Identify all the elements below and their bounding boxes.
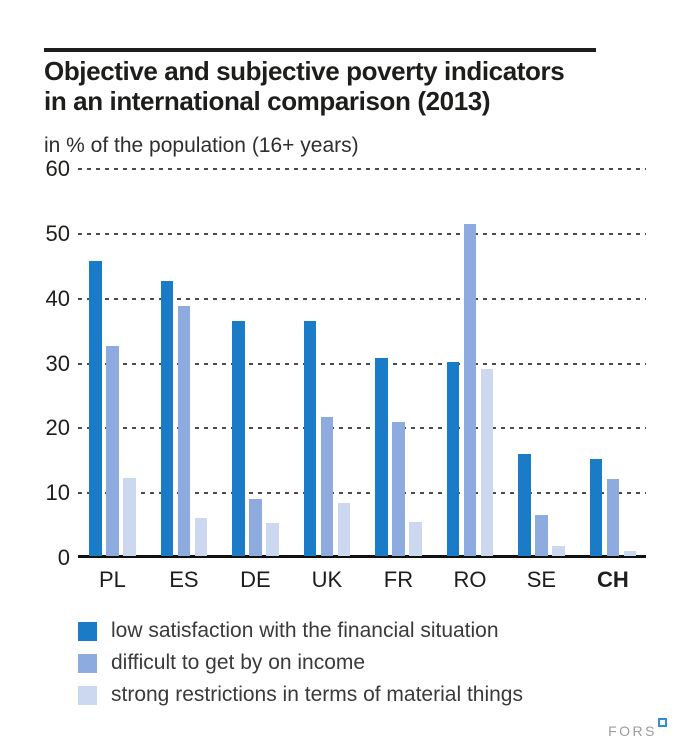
y-axis: 0 10 20 30 40 50 60 bbox=[0, 157, 70, 570]
legend-label: low satisfaction with the financial situ… bbox=[111, 619, 499, 642]
x-axis-line bbox=[78, 555, 646, 558]
chart-title: Objective and subjective poverty indicat… bbox=[44, 56, 644, 116]
y-tick-label-60: 60 bbox=[45, 156, 70, 181]
x-category-label-ES: ES bbox=[169, 567, 199, 592]
x-category-label-UK: UK bbox=[311, 567, 343, 592]
bar-PL-series2 bbox=[106, 345, 119, 556]
bar-RO-series3 bbox=[480, 369, 494, 556]
title-rule bbox=[44, 48, 596, 52]
y-tick-label-10: 10 bbox=[45, 480, 70, 506]
x-category-label-PL: PL bbox=[98, 567, 126, 592]
y-tick-label-20: 20 bbox=[45, 415, 70, 441]
bar-PL-series1 bbox=[89, 261, 102, 556]
bar-SE-series3 bbox=[552, 546, 565, 556]
bar-RO-series1 bbox=[446, 361, 459, 556]
bar-DE-series3 bbox=[266, 522, 279, 556]
bar-UK-series1 bbox=[303, 321, 316, 556]
bar-ES-series3 bbox=[194, 518, 208, 556]
legend-swatch-icon bbox=[78, 685, 97, 705]
bar-UK-series2 bbox=[320, 417, 334, 556]
bar-DE-series2 bbox=[249, 498, 262, 556]
x-category-label-DE: DE bbox=[240, 567, 271, 592]
gridline-30 bbox=[78, 362, 646, 365]
bar-SE-series2 bbox=[535, 515, 548, 556]
chart-legend: low satisfaction with the financial situ… bbox=[78, 615, 523, 711]
x-axis: PL ES DE UK FR RO SE CH bbox=[78, 567, 646, 595]
gridline-40 bbox=[78, 297, 646, 300]
fors-logo: FORS bbox=[608, 716, 667, 742]
chart-subtitle: in % of the population (16+ years) bbox=[44, 134, 359, 157]
bar-CH-series2 bbox=[606, 478, 620, 556]
legend-row-2: difficult to get by on income bbox=[78, 647, 523, 679]
bar-FR-series3 bbox=[409, 522, 422, 556]
legend-row-1: low satisfaction with the financial situ… bbox=[78, 615, 523, 647]
bar-FR-series2 bbox=[392, 421, 405, 556]
y-tick-label-40: 40 bbox=[45, 285, 70, 311]
bar-RO-series2 bbox=[463, 224, 477, 556]
bar-CH-series1 bbox=[589, 458, 602, 556]
y-tick-label-30: 30 bbox=[45, 350, 70, 376]
fors-logo-text: FORS bbox=[608, 723, 657, 739]
x-category-label-RO: RO bbox=[453, 567, 487, 592]
bar-PL-series3 bbox=[123, 478, 136, 556]
gridline-20 bbox=[78, 427, 646, 430]
bar-SE-series1 bbox=[518, 454, 531, 556]
y-tick-label-0: 0 bbox=[57, 545, 70, 570]
chart-title-line-1: Objective and subjective poverty indicat… bbox=[44, 56, 565, 86]
gridline-10 bbox=[78, 492, 646, 495]
chart-title-line-2: in an international comparison (2013) bbox=[44, 86, 491, 116]
fors-logo-square-icon bbox=[658, 718, 667, 727]
bar-FR-series1 bbox=[375, 357, 388, 556]
gridline-50 bbox=[78, 232, 646, 235]
y-tick-label-50: 50 bbox=[45, 220, 70, 246]
x-category-label-SE: SE bbox=[526, 567, 557, 592]
x-category-label-CH: CH bbox=[597, 567, 629, 592]
bar-CH-series3 bbox=[623, 550, 637, 556]
legend-swatch-icon bbox=[78, 621, 97, 641]
legend-label: difficult to get by on income bbox=[111, 651, 366, 674]
legend-swatch-icon bbox=[78, 653, 97, 673]
legend-label: strong restrictions in terms of material… bbox=[111, 683, 523, 706]
bar-ES-series1 bbox=[160, 281, 173, 556]
bar-UK-series3 bbox=[337, 502, 351, 556]
x-category-label-FR: FR bbox=[383, 567, 414, 592]
bar-ES-series2 bbox=[177, 305, 191, 556]
plot-area bbox=[78, 168, 646, 558]
bar-DE-series1 bbox=[232, 321, 245, 556]
gridline-60 bbox=[78, 168, 646, 170]
legend-row-3: strong restrictions in terms of material… bbox=[78, 679, 523, 711]
